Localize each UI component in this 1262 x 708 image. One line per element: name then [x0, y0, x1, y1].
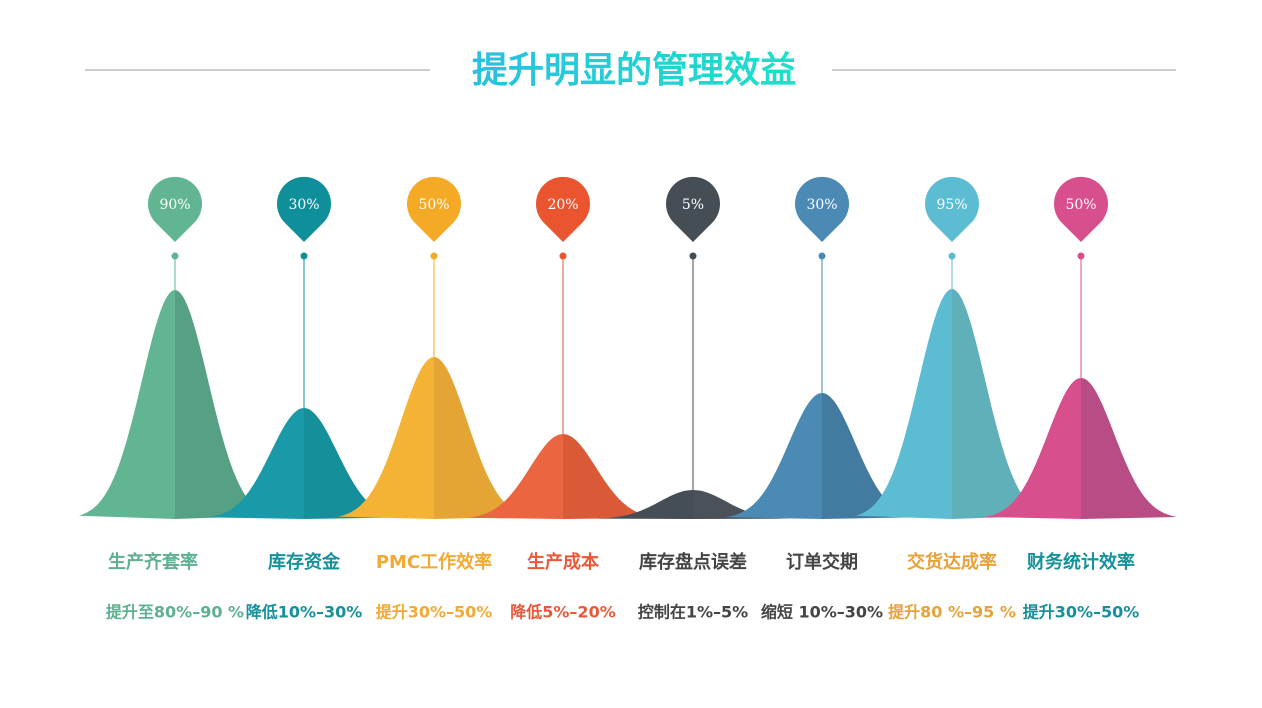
item-desc: 提升80 %–95 %	[888, 603, 1016, 622]
bell-left	[726, 393, 822, 519]
bell-right	[563, 434, 659, 519]
pin-label: 50%	[418, 197, 449, 213]
bell-right	[434, 357, 530, 519]
pin-label: 20%	[547, 197, 578, 213]
pin-dot	[689, 252, 697, 260]
item-name: 生产齐套率	[108, 551, 198, 573]
pin-label: 30%	[806, 197, 837, 213]
pin-label: 90%	[159, 197, 190, 213]
bell-left	[79, 290, 175, 519]
item-name: 订单交期	[786, 551, 858, 573]
bell-right	[952, 289, 1048, 519]
item-desc: 提升至80%–90 %	[106, 603, 244, 622]
pin-label: 5%	[682, 197, 704, 213]
pin	[666, 176, 721, 242]
item-desc: 提升30%–50%	[376, 603, 493, 622]
pin	[148, 176, 202, 242]
pin	[536, 176, 591, 242]
pin	[407, 176, 461, 242]
pin-label: 30%	[288, 197, 319, 213]
item-name: 交货达成率	[907, 551, 997, 573]
pin	[1054, 176, 1108, 242]
bell-left	[208, 408, 304, 519]
pin-dot	[430, 252, 438, 260]
pin	[925, 176, 980, 242]
pin-label: 95%	[936, 197, 967, 213]
item-name: PMC工作效率	[376, 551, 492, 573]
pin	[794, 176, 849, 242]
item-name: 生产成本	[527, 551, 599, 573]
bell-right	[175, 290, 271, 519]
bell-right	[822, 393, 918, 519]
bell-left	[985, 378, 1081, 519]
pin-dot	[300, 252, 308, 260]
pin-dot	[1077, 252, 1085, 260]
bell-right	[304, 408, 400, 519]
bell-left	[597, 490, 693, 519]
bell-right	[1081, 378, 1177, 519]
pin-dot	[948, 252, 956, 260]
bell-left	[338, 357, 434, 519]
item-name: 财务统计效率	[1027, 551, 1135, 573]
title: 提升明显的管理效益	[472, 50, 796, 91]
pin-dot	[171, 252, 179, 260]
bell-left	[467, 434, 563, 519]
item-desc: 降低10%–30%	[246, 603, 363, 622]
item-desc: 提升30%–50%	[1023, 603, 1140, 622]
pin	[277, 176, 332, 242]
item-desc: 缩短 10%–30%	[761, 603, 883, 622]
item-desc: 控制在1%–5%	[638, 603, 748, 622]
pin-label: 50%	[1065, 197, 1096, 213]
pin-dot	[818, 252, 826, 260]
bell-right	[693, 490, 789, 519]
pin-dot	[559, 252, 567, 260]
bell-left	[856, 289, 952, 519]
item-name: 库存资金	[268, 551, 341, 573]
item-desc: 降低5%–20%	[510, 603, 615, 622]
item-name: 库存盘点误差	[639, 551, 747, 573]
